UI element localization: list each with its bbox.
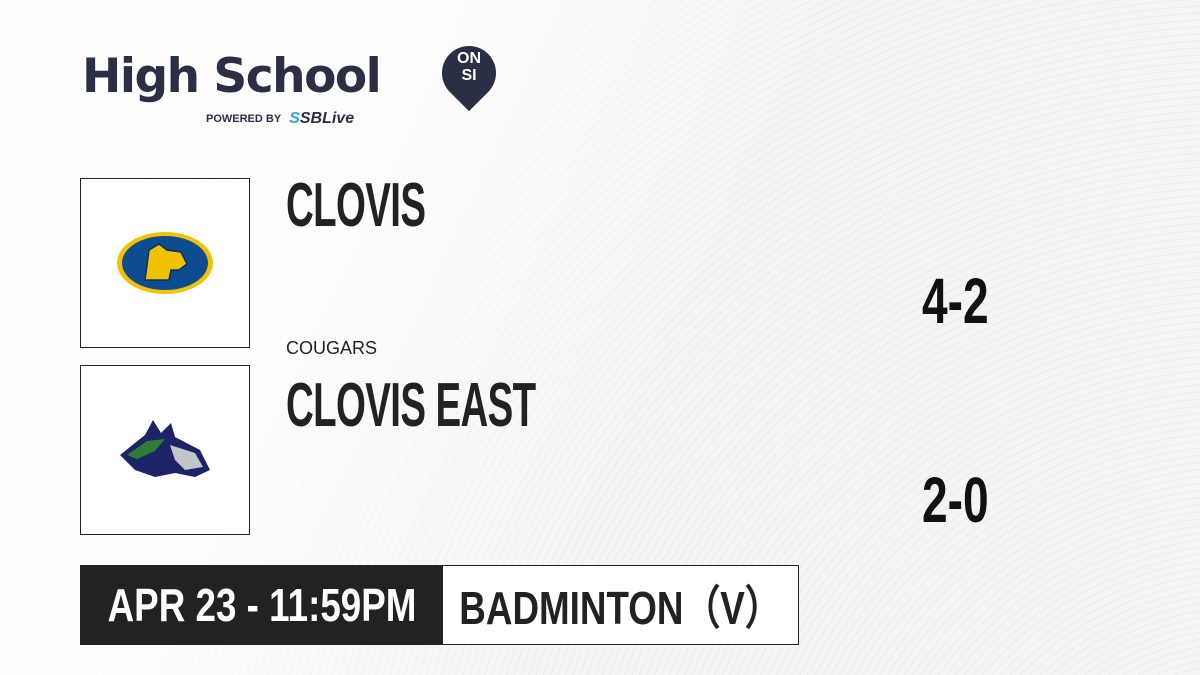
team1-name: CLOVIS [286, 171, 426, 240]
game-sport: BADMINTON（V） [443, 566, 798, 644]
powered-by: POWERED BY SSBLive [206, 110, 354, 128]
game-datetime: APR 23 - 11:59PM [81, 566, 443, 644]
game-info-bar: APR 23 - 11:59PM BADMINTON（V） [80, 565, 799, 645]
sblive-logo: SSBLive [289, 110, 355, 127]
cougar-logo-icon [117, 232, 213, 294]
powered-by-label: POWERED BY [206, 113, 282, 125]
team1-mascot: COUGARS [286, 338, 378, 358]
timberwolf-logo-icon [120, 420, 210, 477]
brand-title: High School [82, 48, 382, 104]
high-school-logo: High School [82, 46, 382, 106]
on-si-badge: ON SI [457, 50, 481, 84]
team2-name: CLOVIS EAST [286, 371, 536, 440]
team2-record: 2-0 [922, 464, 989, 536]
team2-logo-box [80, 365, 250, 535]
team1-record: 4-2 [922, 265, 989, 337]
team1-logo-box [80, 178, 250, 348]
